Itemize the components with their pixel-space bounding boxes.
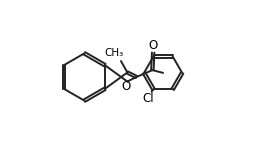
Text: CH₃: CH₃: [104, 48, 123, 58]
Text: O: O: [148, 39, 158, 52]
Text: Cl: Cl: [142, 92, 154, 105]
Text: O: O: [121, 80, 131, 93]
